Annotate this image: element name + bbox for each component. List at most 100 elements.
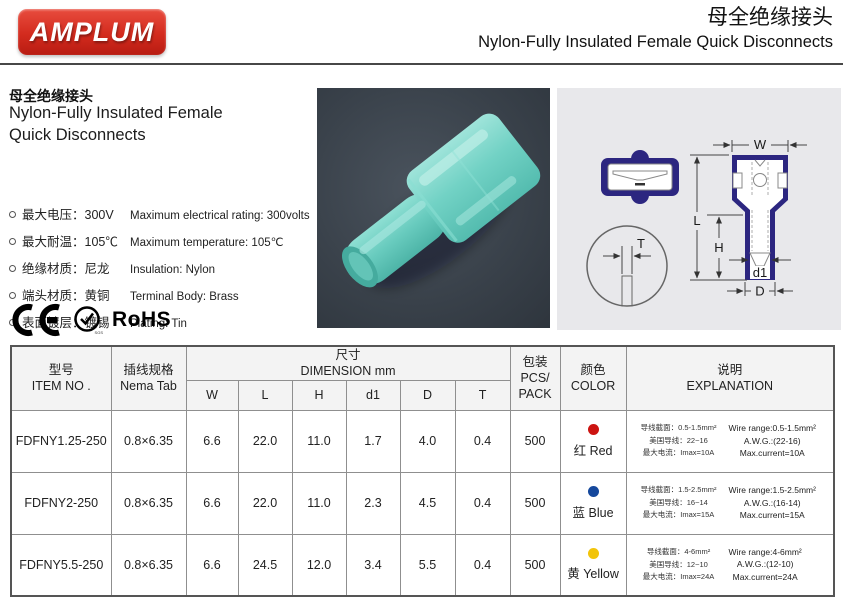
spec-cn: 最大耐温：105℃ [22, 235, 118, 249]
spec-cn: 端头材质：黄铜 [22, 289, 110, 303]
table-row: FDFNY1.25-250 0.8×6.35 6.6 22.0 11.0 1.7… [10, 409, 835, 473]
pack-cell: 500 [509, 409, 561, 473]
dim-label-w: W [754, 137, 767, 152]
spec-row-temperature: 最大耐温：105℃ Maximum temperature: 105℃ [9, 231, 310, 250]
pack-cell: 500 [509, 471, 561, 535]
color-dot-icon [587, 548, 599, 559]
spec-cn: 绝缘材质：尼龙 [22, 262, 110, 276]
dim-d1-cell: 1.7 [345, 409, 401, 473]
table-row: FDFNY5.5-250 0.8×6.35 6.6 24.5 12.0 3.4 … [10, 533, 835, 597]
color-cell: 红 Red [559, 409, 627, 473]
nema-tab-cell: 0.8×6.35 [110, 533, 187, 597]
dim-label-h: H [714, 240, 723, 255]
dim-w: W [713, 137, 807, 152]
header-pack: 包装 PCS/PACK [509, 345, 561, 411]
spec-en: Terminal Body: Brass [130, 291, 239, 303]
rohs-label: RoHS [112, 308, 172, 331]
bullet-icon [9, 292, 16, 299]
header-divider [0, 63, 843, 65]
bullet-icon [9, 265, 16, 272]
dim-t-cell: 0.4 [454, 471, 511, 535]
dim-t-cell: 0.4 [454, 409, 511, 473]
product-title-cn: 母全绝缘接头 [9, 88, 93, 104]
header-explanation: 说明 EXPLANATION [625, 345, 835, 411]
spec-cn: 最大电压：300V [22, 208, 114, 222]
color-label: 蓝 Blue [572, 505, 614, 520]
sgs-quality-mark-icon: SGS [73, 305, 103, 335]
spec-table: 型号 ITEM NO . 插线规格 Nema Tab 尺寸 DIMENSION mm … [10, 345, 836, 597]
dim-l: L [690, 154, 747, 281]
header-dim-d1: d1 [345, 379, 401, 411]
dim-l-cell: 22.0 [237, 471, 293, 535]
dim-d1-cell: 3.4 [345, 533, 401, 597]
nema-tab-cell: 0.8×6.35 [110, 409, 187, 473]
spec-en: Maximum temperature: 105℃ [130, 237, 284, 249]
dim-d-cell: 5.5 [399, 533, 456, 597]
page-title-en: Nylon-Fully Insulated Female Quick Disco… [478, 33, 833, 52]
dim-d-cell: 4.5 [399, 471, 456, 535]
dim-w-cell: 6.6 [185, 533, 239, 597]
explanation-cell: 导线截面：0.5-1.5mm² 美国导线：22~16 最大电流：Imax=10A… [625, 409, 835, 473]
amplum-logo: AMPLUM [18, 9, 166, 55]
item-no-cell: FDFNY2-250 [10, 471, 112, 535]
color-dot-icon [587, 486, 599, 498]
color-cell: 黄 Yellow [559, 533, 627, 597]
dim-w-cell: 6.6 [185, 471, 239, 535]
product-title-en: Nylon-Fully Insulated Female Quick Disco… [9, 102, 223, 147]
certifications: SGS RoHS [10, 303, 171, 337]
dim-label-d1: d1 [753, 265, 767, 280]
bullet-icon [9, 238, 16, 245]
dim-d1-cell: 2.3 [345, 471, 401, 535]
logo-text: AMPLUM [29, 16, 155, 47]
spec-en: Insulation: Nylon [130, 264, 216, 276]
spec-row-terminal-body: 端头材质：黄铜 Terminal Body: Brass [9, 285, 310, 304]
header-dim-t: T [454, 379, 511, 411]
color-cell: 蓝 Blue [559, 471, 627, 535]
pack-cell: 500 [509, 533, 561, 597]
header-item-no: 型号 ITEM NO . [10, 345, 112, 411]
technical-diagram: T d1 [557, 88, 841, 330]
spec-row-insulation: 绝缘材质：尼龙 Insulation: Nylon [9, 258, 310, 277]
explanation-cell: 导线截面：4-6mm² 美国导线：12~10 最大电流：Imax=24A Wir… [625, 533, 835, 597]
dim-h: H [707, 214, 743, 279]
connector-illustration [342, 113, 541, 289]
explanation-cell: 导线截面：1.5-2.5mm² 美国导线：16~14 最大电流：Imax=15A… [625, 471, 835, 535]
header-nema-tab: 插线规格 Nema Tab [110, 345, 187, 411]
header-dim-l: L [237, 379, 293, 411]
header-dim-w: W [185, 379, 239, 411]
table-row: FDFNY2-250 0.8×6.35 6.6 22.0 11.0 2.3 4.… [10, 471, 835, 535]
dim-h-cell: 11.0 [291, 409, 347, 473]
product-title-en-line2: Quick Disconnects [9, 126, 146, 145]
sgs-label: SGS [94, 330, 103, 335]
front-view [601, 150, 679, 204]
header-dim-h: H [291, 379, 347, 411]
nema-tab-cell: 0.8×6.35 [110, 471, 187, 535]
item-no-cell: FDFNY1.25-250 [10, 409, 112, 473]
item-no-cell: FDFNY5.5-250 [10, 533, 112, 597]
dim-l-cell: 24.5 [237, 533, 293, 597]
color-label: 黄 Yellow [567, 567, 619, 582]
dim-h-cell: 12.0 [291, 533, 347, 597]
dim-h-cell: 11.0 [291, 471, 347, 535]
ce-mark-icon [12, 304, 60, 336]
dim-d: D [727, 282, 793, 299]
header-dimension: 尺寸 DIMENSION mm [185, 345, 511, 381]
page-title-cn: 母全绝缘接头 [707, 6, 833, 29]
header-color: 颜色 COLOR [559, 345, 627, 411]
page-title: 母全绝缘接头 Nylon-Fully Insulated Female Quic… [478, 5, 833, 53]
bullet-icon [9, 211, 16, 218]
dim-w-cell: 6.6 [185, 409, 239, 473]
header-dim-d: D [399, 379, 456, 411]
dim-t-cell: 0.4 [454, 533, 511, 597]
spec-en: Maximum electrical rating: 300volts [130, 210, 310, 222]
product-photo [317, 88, 550, 328]
end-view: T [586, 225, 668, 307]
color-dot-icon [587, 424, 599, 436]
product-title-en-line1: Nylon-Fully Insulated Female [9, 104, 223, 122]
dim-label-d: D [755, 284, 764, 299]
dim-label-l: L [693, 213, 700, 228]
color-label: 红 Red [573, 443, 613, 458]
dim-label-t: T [637, 236, 645, 251]
dim-d-cell: 4.0 [399, 409, 456, 473]
